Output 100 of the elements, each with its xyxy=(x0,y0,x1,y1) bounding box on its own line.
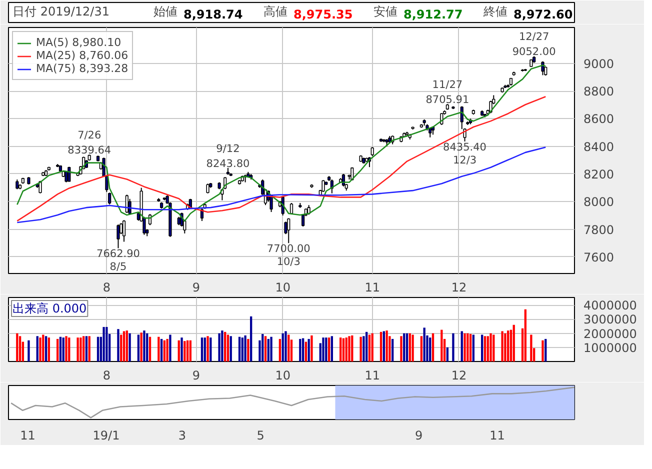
bar xyxy=(542,340,544,362)
bar xyxy=(126,330,128,362)
bar xyxy=(230,336,232,362)
bar xyxy=(250,316,252,362)
bar xyxy=(264,336,267,362)
bar xyxy=(82,336,85,362)
bar xyxy=(530,334,532,362)
y-tick-label: 8800 xyxy=(584,84,614,99)
bar xyxy=(345,338,348,362)
bar xyxy=(360,336,362,362)
annotation: 7700.00 xyxy=(266,243,310,256)
bar xyxy=(386,330,388,362)
bar xyxy=(146,333,148,362)
bar xyxy=(140,332,142,362)
bar xyxy=(158,336,160,362)
annotation: 7662.90 xyxy=(96,248,140,260)
bar xyxy=(106,326,108,362)
annotation: 9/12 xyxy=(216,142,240,155)
bar xyxy=(342,338,345,362)
bar xyxy=(544,338,547,362)
bar xyxy=(48,338,50,362)
x-tick-label: 9 xyxy=(415,428,423,442)
y-tick-label: 3000000 xyxy=(584,312,637,327)
bar xyxy=(117,329,120,362)
annotation: 8/5 xyxy=(110,261,127,274)
y-tick-label: 7800 xyxy=(584,222,614,237)
bar xyxy=(160,338,163,362)
x-tick-label: 10 xyxy=(275,280,290,294)
y-tick-label: 8000 xyxy=(584,195,614,210)
bar xyxy=(267,338,270,362)
bar xyxy=(85,336,88,362)
bar xyxy=(440,330,443,362)
bar xyxy=(452,333,454,362)
text: 安値 8,912.77 xyxy=(374,4,463,22)
bar xyxy=(304,342,308,362)
bar xyxy=(244,335,246,362)
bar xyxy=(284,331,287,362)
bar xyxy=(166,338,168,362)
bar xyxy=(189,340,192,362)
bar xyxy=(68,338,70,362)
candlestick xyxy=(116,224,120,249)
x-tick-label: 9 xyxy=(192,280,200,294)
annotation: 11/27 xyxy=(432,79,463,92)
text: 終値 8,972.60 xyxy=(482,4,573,22)
bar xyxy=(241,338,244,362)
bar xyxy=(302,338,304,362)
bar xyxy=(238,336,241,362)
y-tick-label: 8200 xyxy=(584,167,614,182)
bar xyxy=(120,334,122,362)
candlestick xyxy=(108,192,112,205)
bar xyxy=(472,334,475,362)
bar xyxy=(204,338,206,362)
bar xyxy=(186,340,189,362)
bar xyxy=(408,333,411,362)
bar xyxy=(288,334,290,362)
bar xyxy=(446,347,449,362)
annotation: 8705.91 xyxy=(426,94,470,106)
bar xyxy=(137,334,140,362)
bar xyxy=(184,341,186,362)
bar xyxy=(400,336,402,362)
bar xyxy=(42,334,44,362)
bar xyxy=(148,336,152,362)
bar xyxy=(524,309,526,362)
bar xyxy=(432,333,434,362)
bar xyxy=(143,330,146,362)
bar xyxy=(330,336,334,362)
annotation: 9052.00 xyxy=(512,46,556,58)
y-tick-label: 1000000 xyxy=(584,340,637,355)
bar xyxy=(18,336,22,362)
bar xyxy=(218,333,220,362)
bar xyxy=(340,338,342,362)
bar xyxy=(325,338,328,362)
bar xyxy=(221,330,224,362)
x-tick-label: 5 xyxy=(256,428,264,442)
annotation: 出来高 0.000 xyxy=(12,302,87,316)
bar xyxy=(39,338,42,362)
bar xyxy=(44,336,48,362)
bar xyxy=(308,338,310,362)
bar xyxy=(96,336,100,362)
annotation: 12/27 xyxy=(518,31,550,44)
bar xyxy=(278,338,282,362)
bar xyxy=(28,340,30,362)
bar xyxy=(180,338,183,362)
bar xyxy=(412,334,414,362)
line-series xyxy=(16,96,546,222)
bar xyxy=(464,333,466,362)
bar xyxy=(59,336,62,362)
annotation: 8435.40 xyxy=(443,141,486,154)
x-tick-label: 12 xyxy=(451,368,467,382)
legend-label: MA(25) 8,760.06 xyxy=(36,49,128,62)
candlestick xyxy=(287,218,290,244)
bar xyxy=(469,334,472,362)
x-tick-label: 12 xyxy=(451,280,467,294)
bar xyxy=(371,333,374,362)
annotation: 8339.64 xyxy=(68,144,112,157)
bar xyxy=(16,333,18,362)
bar xyxy=(348,336,350,362)
bar xyxy=(299,338,302,362)
bar xyxy=(380,332,382,362)
bar xyxy=(169,334,172,362)
